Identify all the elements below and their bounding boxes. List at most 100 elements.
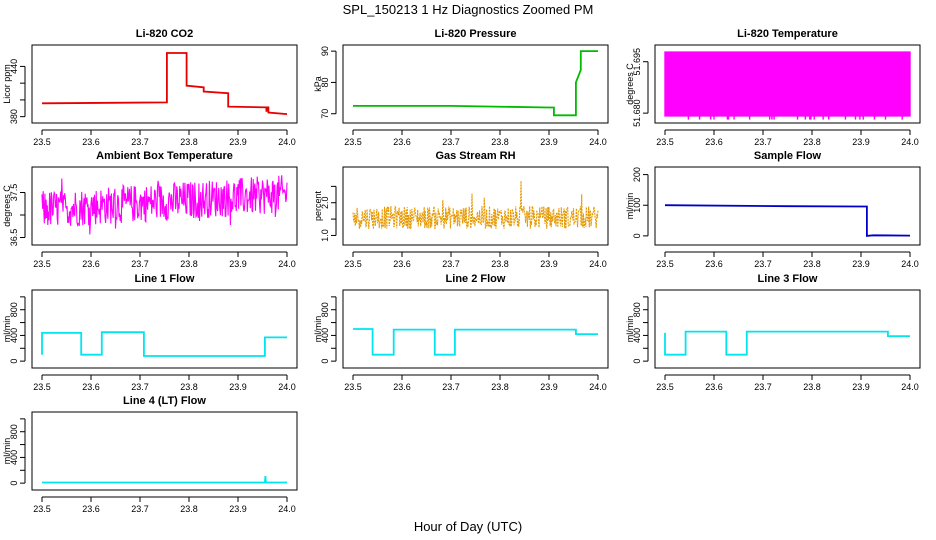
x-tick-label: 23.8	[803, 382, 821, 392]
x-tick-label: 24.0	[278, 382, 296, 392]
plot-frame	[654, 44, 921, 124]
y-tick-label: 0	[320, 359, 330, 364]
figure-title: SPL_150213 1 Hz Diagnostics Zoomed PM	[343, 2, 594, 17]
plot-frame	[342, 289, 609, 369]
y-axis-label: degrees C	[625, 63, 635, 105]
y-tick-label: 70	[320, 109, 330, 119]
x-tick-label: 23.8	[180, 504, 198, 514]
plot-frame	[654, 166, 921, 246]
x-tick-label: 23.7	[442, 137, 460, 147]
series-line	[664, 204, 911, 237]
y-tick-label: 380	[9, 109, 19, 124]
x-tick-label: 23.8	[491, 137, 509, 147]
x-tick-label: 24.0	[901, 259, 919, 269]
x-tick-label: 23.9	[852, 259, 870, 269]
y-tick-label: 400	[320, 328, 330, 343]
x-tick-label: 23.6	[393, 382, 411, 392]
x-tick-label: 23.6	[705, 259, 723, 269]
chart-panel: Sample Flow 23.5 23.6 23.7 23.8 23.9 24.0 0 100 2…	[625, 150, 921, 269]
x-tick-label: 23.9	[229, 137, 247, 147]
plot-frame	[31, 44, 298, 124]
plot-frame	[654, 289, 921, 369]
x-tick-label: 23.9	[852, 137, 870, 147]
x-tick-label: 23.7	[442, 259, 460, 269]
x-tick-label: 23.9	[229, 504, 247, 514]
panel-title: Line 3 Flow	[758, 273, 818, 285]
plot-frame	[342, 166, 609, 246]
x-tick-label: 23.6	[393, 137, 411, 147]
y-axis-label: ml/min	[625, 316, 635, 343]
series-line	[41, 331, 287, 357]
y-axis-label: ml/min	[2, 316, 12, 343]
x-tick-label: 23.8	[180, 382, 198, 392]
x-tick-label: 23.7	[754, 382, 772, 392]
y-tick-label: 800	[632, 302, 642, 317]
y-tick-label: 400	[9, 450, 19, 465]
series-line	[664, 330, 910, 356]
x-tick-label: 23.5	[344, 137, 362, 147]
plot-frame	[31, 289, 298, 369]
y-axis-label: ml/min	[2, 438, 12, 465]
x-axis-label: Hour of Day (UTC)	[414, 519, 522, 534]
x-tick-label: 23.5	[33, 137, 51, 147]
panel-title: Sample Flow	[754, 150, 822, 162]
x-tick-label: 23.5	[344, 382, 362, 392]
x-tick-label: 23.7	[442, 382, 460, 392]
x-tick-label: 23.6	[82, 382, 100, 392]
x-tick-label: 23.5	[344, 259, 362, 269]
chart-panel: Line 4 (LT) Flow 23.5 23.6 23.7 23.8 23.9 24.0…	[2, 395, 298, 514]
x-tick-label: 23.6	[82, 137, 100, 147]
panel-title: Li-820 Pressure	[435, 28, 517, 40]
x-tick-label: 23.6	[82, 504, 100, 514]
chart-panel: Li-820 Temperature 23.5 23.6 23.7 23.8 23.9 24…	[625, 28, 921, 147]
series-line	[353, 50, 598, 117]
chart-panel: Line 2 Flow 23.5 23.6 23.7 23.8 23.9 24.0 0 400 8…	[313, 273, 609, 392]
chart-panel: Ambient Box Temperature 23.5 23.6 23.7 23.8 2…	[2, 150, 298, 269]
series-line	[42, 476, 287, 484]
y-axis-label: degrees C	[2, 185, 12, 227]
y-tick-label: 51.680	[632, 99, 642, 127]
series-line	[353, 328, 598, 356]
x-tick-label: 23.5	[33, 504, 51, 514]
x-tick-label: 24.0	[901, 137, 919, 147]
x-tick-label: 23.6	[82, 259, 100, 269]
x-tick-label: 24.0	[278, 259, 296, 269]
x-tick-label: 23.7	[131, 137, 149, 147]
y-tick-label: 200	[632, 167, 642, 182]
plot-frame	[31, 411, 298, 491]
y-axis-label: Licor ppm	[2, 64, 12, 104]
x-tick-label: 23.7	[131, 259, 149, 269]
panel-title: Line 4 (LT) Flow	[123, 395, 206, 407]
x-tick-label: 23.9	[540, 259, 558, 269]
plot-frame	[342, 44, 609, 124]
y-axis-label: percent	[313, 190, 323, 221]
x-tick-label: 23.8	[180, 137, 198, 147]
x-tick-label: 24.0	[589, 259, 607, 269]
y-tick-label: 100	[632, 198, 642, 213]
chart-panel: Line 1 Flow 23.5 23.6 23.7 23.8 23.9 24.0 0 400 8…	[2, 273, 298, 392]
x-tick-label: 23.9	[229, 259, 247, 269]
y-tick-label: 800	[320, 302, 330, 317]
x-tick-label: 23.5	[656, 259, 674, 269]
chart-panel: Line 3 Flow 23.5 23.6 23.7 23.8 23.9 24.0 0 400 8…	[625, 273, 921, 392]
x-tick-label: 23.7	[754, 137, 772, 147]
y-tick-label: 800	[9, 424, 19, 439]
x-tick-label: 24.0	[589, 382, 607, 392]
chart-panels: Li-820 CO2 23.5 23.6 23.7 23.8 23.9 24.0 380 440…	[2, 28, 921, 514]
x-tick-label: 23.5	[33, 382, 51, 392]
y-tick-label: 440	[9, 59, 19, 74]
plot-frame	[31, 166, 298, 246]
x-tick-label: 24.0	[901, 382, 919, 392]
x-tick-label: 23.8	[180, 259, 198, 269]
x-tick-label: 23.5	[656, 382, 674, 392]
y-tick-label: 0	[9, 359, 19, 364]
y-tick-label: 0	[632, 233, 642, 238]
x-tick-label: 23.9	[229, 382, 247, 392]
y-tick-label: 51.695	[632, 48, 642, 76]
x-tick-label: 24.0	[589, 137, 607, 147]
panel-title: Line 1 Flow	[135, 273, 195, 285]
y-tick-label: 90	[320, 46, 330, 56]
y-tick-label: 2.0	[320, 196, 330, 209]
panel-title: Ambient Box Temperature	[96, 150, 233, 162]
